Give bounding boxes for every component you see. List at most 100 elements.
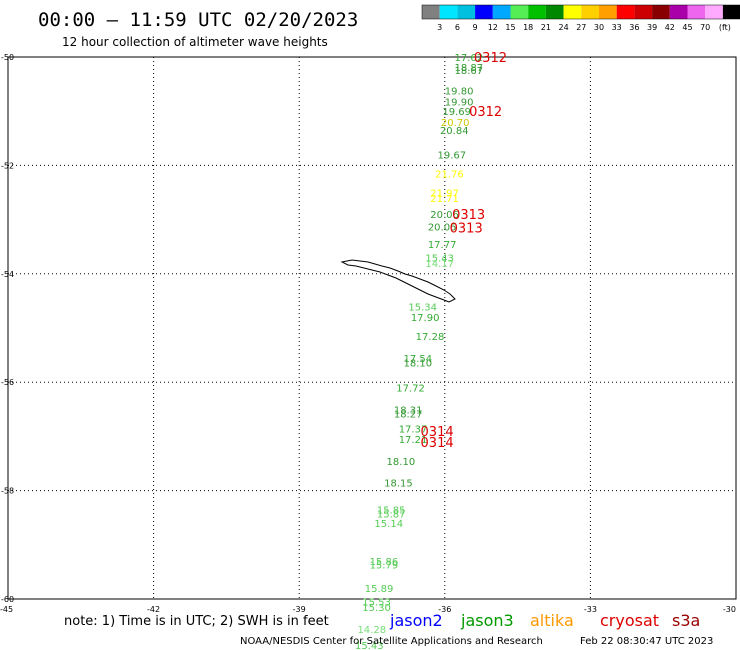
x-tick-label: -42 xyxy=(147,605,160,614)
grid xyxy=(8,57,736,599)
wave-height-label: 20.84 xyxy=(440,126,469,137)
colorbar-label: 12 xyxy=(488,23,498,32)
time-annotation: 0314 xyxy=(421,425,454,440)
time-annotation: 0312 xyxy=(474,51,507,66)
colorbar-label: 6 xyxy=(455,23,460,32)
wave-height-label: 18.10 xyxy=(387,457,416,468)
colorbar-swatch xyxy=(616,5,635,19)
wave-height-label: 15.87 xyxy=(377,509,406,520)
colorbar-swatch xyxy=(545,5,564,19)
colorbar-label: 27 xyxy=(576,23,586,32)
wave-height-label: 14.17 xyxy=(425,259,454,270)
wave-height-label: 21.71 xyxy=(430,194,459,205)
wave-height-label: 19.90 xyxy=(445,97,474,108)
wave-height-label: 15.43 xyxy=(425,254,454,265)
colorbar-swatch xyxy=(563,5,582,19)
x-tick-label: -39 xyxy=(293,605,306,614)
wave-height-label: 15.86 xyxy=(370,557,399,568)
colorbar-label: 42 xyxy=(665,23,675,32)
colorbar: 3 6 9 12 15 18 21 24 27 30 33 36 39 42 45 70 (ft) xyxy=(421,4,740,32)
wave-height-label: 14.28 xyxy=(357,625,386,636)
axis-ticks: -50 -52 -54 -56 -58 -60-45 -42 -39 -36 -33 -30 xyxy=(0,53,736,614)
x-tick-label: -30 xyxy=(723,605,736,614)
wave-height-label: 17.72 xyxy=(396,384,425,395)
colorbar-label: 15 xyxy=(505,23,515,32)
y-tick-label: -60 xyxy=(1,595,14,604)
colorbar-label: 39 xyxy=(647,23,657,32)
footer-credit: NOAA/NESDIS Center for Satellite Applica… xyxy=(240,636,543,647)
colorbar-label: 70 xyxy=(700,23,710,32)
wave-height-label: 19.80 xyxy=(445,87,474,98)
wave-height-label: 17.21 xyxy=(399,435,428,446)
colorbar-swatch xyxy=(492,5,511,19)
colorbar-label: 21 xyxy=(541,23,551,32)
colorbar-swatch xyxy=(705,5,723,19)
colorbar-swatch xyxy=(634,5,653,19)
wave-height-label: 15.89 xyxy=(365,584,394,595)
y-tick-label: -54 xyxy=(1,270,14,279)
colorbar-swatch xyxy=(669,5,688,19)
wave-height-label: 17.62 xyxy=(455,53,484,64)
y-tick-label: -58 xyxy=(1,487,14,496)
wave-height-label: 21.76 xyxy=(435,170,464,181)
wave-height-label: 17.77 xyxy=(428,240,457,251)
time-annotation: 0312 xyxy=(469,105,502,120)
footer-note: note: 1) Time is in UTC; 2) SWH is in fe… xyxy=(64,614,329,629)
colorbar-swatch xyxy=(422,5,440,19)
y-tick-label: -56 xyxy=(1,378,14,387)
colorbar-swatch xyxy=(510,5,529,19)
footer-timestamp: Feb 22 08:30:47 UTC 2023 xyxy=(580,636,713,647)
colorbar-swatch xyxy=(581,5,599,19)
wave-height-label: 17.90 xyxy=(411,313,440,324)
wave-height-label: 15.79 xyxy=(370,560,399,571)
wave-height-label: 17.37 xyxy=(399,424,428,435)
colorbar-swatch xyxy=(599,5,617,19)
colorbar-swatch xyxy=(475,5,493,19)
x-tick-label: -33 xyxy=(584,605,597,614)
wave-height-label: 18.15 xyxy=(384,478,413,489)
colorbar-label: 36 xyxy=(629,23,639,32)
colorbar-swatch xyxy=(439,5,458,19)
time-annotation: 0313 xyxy=(450,222,483,237)
colorbar-swatch xyxy=(528,5,546,19)
wave-height-label: 18.87 xyxy=(455,63,484,74)
colorbar-label: 18 xyxy=(523,23,533,32)
wave-height-label: 20.05 xyxy=(428,223,457,234)
colorbar-label: 45 xyxy=(682,23,692,32)
chart-title: 00:00 – 11:59 UTC 02/20/2023 xyxy=(38,9,358,31)
wave-height-label: 15.14 xyxy=(374,519,403,530)
colorbar-label: 9 xyxy=(473,23,478,32)
y-tick-label: -52 xyxy=(1,161,14,170)
satellite-legend-s3a: s3a xyxy=(672,611,700,630)
x-tick-label: -36 xyxy=(438,605,451,614)
colorbar-swatch xyxy=(457,5,476,19)
x-tick-label: -45 xyxy=(0,605,13,614)
wave-height-label: 15.34 xyxy=(408,302,437,313)
colorbar-label: 3 xyxy=(437,23,442,32)
satellite-legend-jason2: jason2 xyxy=(389,611,443,630)
colorbar-label: 30 xyxy=(594,23,604,32)
time-annotation: 0314 xyxy=(421,436,454,451)
y-tick-label: -50 xyxy=(1,53,14,62)
wave-height-label: 17.28 xyxy=(416,332,445,343)
wave-height-label: 21.97 xyxy=(430,189,459,200)
plot-frame xyxy=(7,56,737,600)
satellite-legend-cryosat: cryosat xyxy=(600,611,659,630)
wave-height-label: 18.27 xyxy=(394,410,423,421)
colorbar-swatch xyxy=(652,5,670,19)
satellite-legend-altika: altika xyxy=(530,611,574,630)
wave-height-label: 17.54 xyxy=(404,354,433,365)
colorbar-swatch xyxy=(722,5,740,19)
wave-height-label: 15.30 xyxy=(362,603,391,614)
time-annotation: 0313 xyxy=(452,208,485,223)
wave-height-label: 15.85 xyxy=(377,506,406,517)
colorbar-label: 33 xyxy=(612,23,622,32)
wave-height-label: 20.06 xyxy=(430,210,459,221)
colorbar-unit: (ft) xyxy=(719,23,731,32)
satellite-legend-jason3: jason3 xyxy=(460,611,514,630)
chart-subtitle: 12 hour collection of altimeter wave hei… xyxy=(62,35,328,49)
wave-height-label: 18.67 xyxy=(455,66,484,77)
